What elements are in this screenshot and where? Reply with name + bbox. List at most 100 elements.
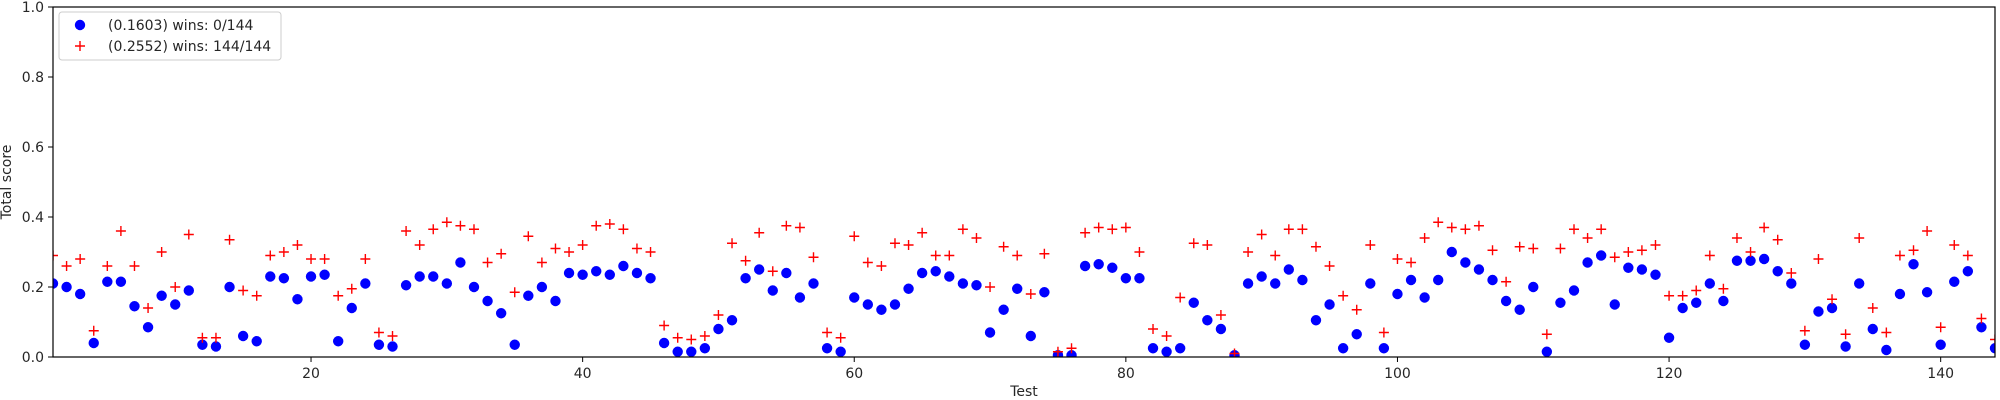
point-series-1 [1120,222,1131,233]
point-series-1 [1161,331,1172,341]
point-series-0 [495,308,507,319]
point-series-1 [659,320,670,331]
point-series-1 [1772,234,1783,245]
point-series-1 [957,224,968,235]
point-series-1 [210,332,221,343]
point-series-0 [1351,329,1362,340]
point-series-0 [998,304,1009,315]
point-series-1 [1623,247,1634,257]
point-series-1 [170,282,181,292]
point-series-1 [1908,245,1919,256]
point-series-1 [849,231,860,242]
point-series-1 [1406,257,1417,268]
point-series-0 [1147,343,1159,354]
point-series-1 [1215,310,1226,320]
point-series-1 [53,250,58,261]
point-series-1 [1827,294,1838,305]
point-series-1 [1745,247,1756,257]
point-series-1 [1759,222,1770,233]
point-series-0 [849,292,860,303]
point-series-1 [1025,289,1036,299]
point-series-0 [1908,259,1919,270]
point-series-1 [1378,327,1389,338]
point-series-1 [1935,322,1946,333]
point-series-1 [1365,240,1376,250]
point-series-1 [1202,240,1213,250]
point-series-1 [1731,233,1742,243]
point-series-0 [197,339,208,350]
point-series-0 [1853,278,1865,289]
legend-entry-series-1: (0.2552) wins: 144/144 [75,39,271,55]
point-series-1 [944,250,955,261]
point-series-0 [53,278,59,289]
legend-label-series-0: (0.1603) wins: 0/144 [108,18,253,34]
point-series-0 [1541,346,1553,357]
x-tick-label: 100 [1384,366,1411,382]
point-series-1 [197,332,208,343]
x-tick-label: 120 [1656,366,1683,382]
point-series-0 [1636,264,1648,275]
point-series-0 [835,346,846,357]
point-series-1 [862,257,873,268]
marks-layer [53,217,1995,357]
point-series-0 [1799,339,1811,350]
point-series-0 [686,346,697,357]
point-series-0 [794,292,806,303]
point-series-0 [1378,343,1390,354]
point-series-1 [1514,241,1525,252]
point-series-1 [360,254,371,264]
point-series-1 [971,233,982,243]
point-series-1 [1704,250,1715,261]
point-series-0 [1691,297,1702,308]
point-series-1 [468,224,479,235]
x-tick-label: 20 [302,366,320,382]
point-series-0 [1256,271,1267,282]
point-series-1 [1093,222,1104,233]
plot-frame [52,6,1996,358]
point-series-0 [1786,278,1797,289]
point-series-0 [984,327,996,338]
point-series-1 [686,334,697,345]
point-series-0 [387,341,398,352]
point-series-0 [1066,350,1077,357]
point-series-1 [604,219,615,229]
point-series-0 [1623,262,1634,273]
point-series-1 [1501,276,1512,287]
point-series-0 [1962,266,1974,277]
point-series-1 [414,240,425,250]
point-series-1 [1256,229,1267,240]
point-series-0 [414,271,425,282]
point-series-0 [332,336,344,347]
point-series-0 [631,267,643,279]
point-series-0 [1188,297,1199,308]
point-series-0 [1921,287,1933,298]
point-series-1 [645,247,656,257]
point-series-0 [1405,274,1417,286]
point-series-0 [468,281,480,293]
point-series-1 [1148,324,1159,334]
x-tick-label: 40 [574,366,592,382]
point-series-1 [1080,227,1091,238]
y-tick-label: 0.2 [22,280,44,296]
point-series-0 [1949,276,1960,287]
point-series-1 [1460,224,1471,235]
legend-box [58,11,282,61]
point-series-1 [1338,290,1349,301]
point-series-0 [319,269,330,280]
point-series-0 [61,281,72,293]
x-axis-label: Test [1009,384,1038,400]
point-series-1 [156,247,167,257]
point-series-0 [1473,264,1485,275]
point-series-1 [1283,224,1294,235]
point-series-1 [346,283,357,294]
point-series-1 [129,261,140,271]
point-series-1 [1487,245,1498,256]
point-series-0 [1120,273,1132,284]
point-series-0 [1337,343,1349,354]
point-series-1 [998,241,1009,252]
point-series-0 [1731,255,1743,266]
point-series-0 [1528,281,1539,293]
point-series-1 [1351,304,1362,315]
point-series-0 [1283,264,1295,275]
